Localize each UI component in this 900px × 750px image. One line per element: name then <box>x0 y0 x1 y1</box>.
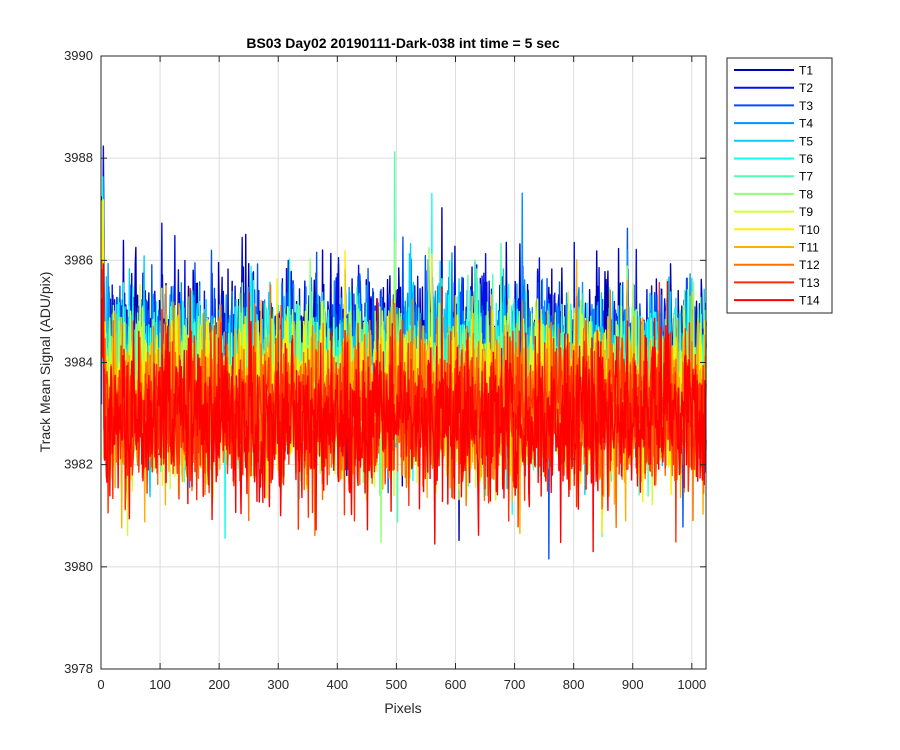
y-tick-label: 3988 <box>64 150 93 165</box>
legend-label-t7: T7 <box>799 170 813 184</box>
legend-label-t1: T1 <box>799 64 813 78</box>
series-layer <box>100 145 707 560</box>
legend-label-t12: T12 <box>799 258 820 272</box>
x-tick-label: 1000 <box>677 677 706 692</box>
x-tick-label: 400 <box>326 677 348 692</box>
y-tick-label: 3984 <box>64 355 93 370</box>
x-tick-label: 300 <box>267 677 289 692</box>
chart-title: BS03 Day02 20190111-Dark-038 int time = … <box>246 35 559 51</box>
legend-label-t14: T14 <box>799 294 820 308</box>
x-tick-label: 700 <box>504 677 526 692</box>
y-tick-label: 3978 <box>64 661 93 676</box>
legend-box <box>726 57 833 314</box>
x-tick-label: 600 <box>445 677 467 692</box>
series-line-t14 <box>100 263 707 553</box>
legend-label-t13: T13 <box>799 276 820 290</box>
legend: T1 T2 T3 T4 T5 T6 T7 T8 T9 T10 T11 T12 T13 T14 <box>726 57 833 314</box>
y-tick-label: 3986 <box>64 252 93 267</box>
x-tick-label: 900 <box>622 677 644 692</box>
legend-label-t5: T5 <box>799 134 813 148</box>
legend-label-t4: T4 <box>799 117 813 131</box>
y-tick-label: 3990 <box>64 48 93 63</box>
legend-label-t11: T11 <box>799 241 819 255</box>
axis-ticks: 0 100 200 300 400 500 600 700 800 900 1000 3978 3980… <box>64 48 706 692</box>
x-tick-label: 200 <box>208 677 230 692</box>
legend-label-t8: T8 <box>799 187 813 201</box>
legend-label-t9: T9 <box>799 205 813 219</box>
legend-label-t3: T3 <box>799 99 813 113</box>
legend-label-t10: T10 <box>799 223 820 237</box>
legend-label-t6: T6 <box>799 152 813 166</box>
x-tick-label: 800 <box>563 677 585 692</box>
x-tick-label: 100 <box>149 677 171 692</box>
x-tick-label: 0 <box>97 677 104 692</box>
y-tick-label: 3982 <box>64 457 93 472</box>
x-tick-label: 500 <box>386 677 408 692</box>
y-tick-label: 3980 <box>64 559 93 574</box>
y-axis-label: Track Mean Signal (ADU/pix) <box>37 272 53 453</box>
x-axis-label: Pixels <box>384 700 421 716</box>
legend-label-t2: T2 <box>799 81 813 95</box>
